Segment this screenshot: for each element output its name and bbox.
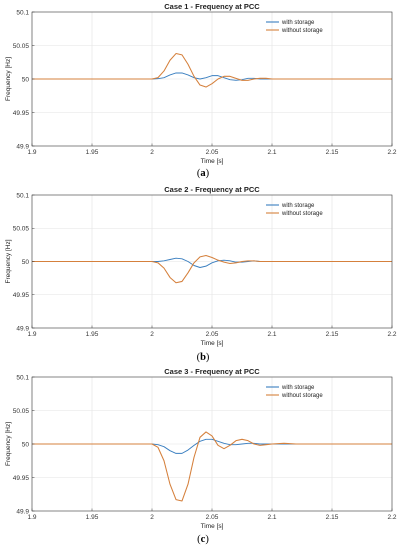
panel-caption: (b): [197, 352, 210, 363]
series-line-with-storage: [32, 72, 392, 81]
x-tick-label: 2.2: [387, 149, 396, 156]
x-tick-label: 2.2: [387, 331, 396, 338]
y-tick-label: 49.95: [13, 110, 30, 117]
y-axis-label: Frequency [Hz]: [5, 239, 12, 283]
x-axis-label: Time [s]: [201, 158, 224, 165]
series-line-without-storage: [32, 431, 392, 502]
y-tick-label: 50.1: [16, 192, 29, 199]
y-tick-label: 50.05: [13, 43, 30, 50]
x-tick-label: 2.15: [326, 149, 339, 156]
x-tick-label: 1.9: [27, 514, 36, 521]
y-axis-label: Frequency [Hz]: [5, 57, 12, 101]
x-tick-label: 2: [150, 331, 154, 338]
x-tick-label: 2.2: [387, 514, 396, 521]
chart-panel-1: 1.9 1.95 2 2.05 2.1 2.15 2.2 49.9 49.95 50 50.05 50…: [5, 2, 397, 179]
x-tick-label: 1.9: [27, 331, 36, 338]
panel-caption: (c): [197, 534, 209, 545]
y-tick-label: 50: [22, 441, 30, 448]
legend-label: without storage: [281, 211, 323, 217]
x-tick-label: 2.05: [206, 331, 219, 338]
y-tick-label: 50.1: [16, 374, 29, 381]
chart-title: Case 3 - Frequency at PCC: [164, 367, 260, 376]
x-tick-label: 2.05: [206, 514, 219, 521]
chart-panel-3: 1.9 1.95 2 2.05 2.1 2.15 2.2 49.9 49.95 50 50.05 50…: [5, 367, 397, 545]
legend: with storage without storage: [266, 385, 323, 399]
x-tick-label: 2.15: [326, 331, 339, 338]
y-tick-label: 49.9: [16, 325, 29, 332]
y-tick-label: 49.9: [16, 143, 29, 150]
x-tick-label: 2.1: [267, 331, 276, 338]
panel-caption: (a): [197, 168, 210, 179]
y-axis-label: Frequency [Hz]: [5, 422, 12, 466]
series-line-without-storage: [32, 53, 392, 88]
y-tick-label: 50: [22, 259, 30, 266]
y-tick-label: 49.95: [13, 475, 30, 482]
chart-title: Case 2 - Frequency at PCC: [164, 185, 260, 194]
legend-label: without storage: [281, 393, 323, 399]
x-tick-label: 2.1: [267, 149, 276, 156]
x-tick-label: 1.9: [27, 149, 36, 156]
series-line-without-storage: [32, 254, 392, 284]
x-tick-label: 2: [150, 149, 154, 156]
x-tick-label: 1.95: [86, 149, 99, 156]
legend-label: without storage: [281, 28, 323, 34]
x-tick-label: 2: [150, 514, 154, 521]
y-tick-label: 50.05: [13, 408, 30, 415]
legend-label: with storage: [281, 385, 315, 391]
x-tick-label: 2.05: [206, 149, 219, 156]
x-axis-label: Time [s]: [201, 340, 224, 347]
y-tick-label: 49.9: [16, 508, 29, 515]
x-tick-label: 2.15: [326, 514, 339, 521]
x-tick-label: 1.95: [86, 331, 99, 338]
x-tick-label: 2.1: [267, 514, 276, 521]
legend: with storage without storage: [266, 20, 323, 34]
chart-title: Case 1 - Frequency at PCC: [164, 2, 260, 11]
y-tick-label: 49.95: [13, 292, 30, 299]
y-tick-label: 50.1: [16, 9, 29, 16]
y-tick-label: 50.05: [13, 226, 30, 233]
x-axis-label: Time [s]: [201, 523, 224, 530]
x-tick-label: 1.95: [86, 514, 99, 521]
series-line-with-storage: [32, 438, 392, 454]
chart-panel-2: 1.9 1.95 2 2.05 2.1 2.15 2.2 49.9 49.95 50 50.05 50…: [5, 185, 397, 363]
legend: with storage without storage: [266, 203, 323, 217]
legend-label: with storage: [281, 20, 315, 26]
y-tick-label: 50: [22, 76, 30, 83]
legend-label: with storage: [281, 203, 315, 209]
